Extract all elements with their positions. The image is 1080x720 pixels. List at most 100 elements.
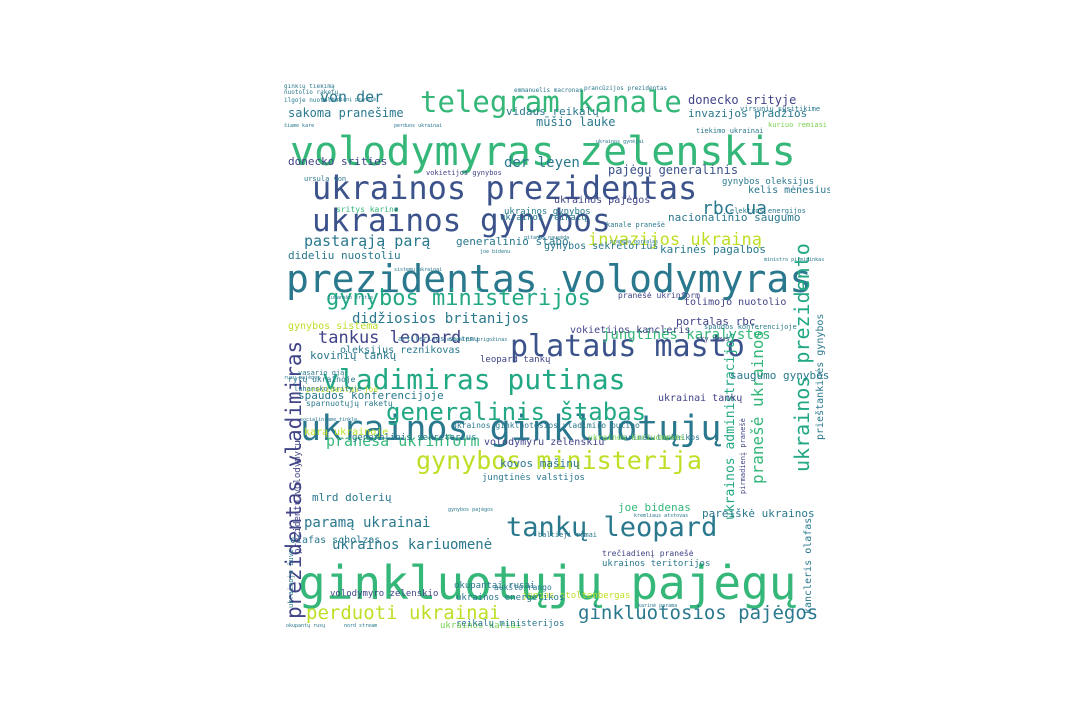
word-auksto-rango: aukšto rango (494, 583, 552, 592)
word-rusu-pajegos: rusų pajėgos (284, 375, 321, 381)
word-pastaraja-para: pastarąją parą (304, 232, 431, 250)
word-joe-bidenas: joe bidenas (618, 501, 691, 514)
word-karines-technikos: karinės technikos (618, 433, 700, 442)
word-ukrainos-gynybos: ukrainos gynybos (312, 203, 611, 239)
word-generalinio-stabo: generalinio štabo (456, 235, 569, 248)
word-vidaus-reikalu: vidaus reikalų (506, 105, 599, 118)
word-telegram-kanale: telegram kanale (420, 85, 682, 119)
word-der-leyen: der leyen (504, 155, 580, 171)
word-pirmadieni-pranese: pirmadienį pranešė (739, 418, 747, 494)
word-invazijos-pradzios: invazijos pradžios (688, 107, 808, 120)
word-kara-ukrainoje: karą ukrainoje (304, 427, 389, 438)
word-gynybos-oleksijus: gynybos oleksijus (722, 177, 815, 187)
word-donecko-srities: donecko srities (288, 155, 388, 168)
word-ukrainos-reikalu: ukrainos reikalų (500, 213, 587, 223)
word-treciadieni-pranese: trečiadienį pranešė (602, 549, 694, 558)
word-elektros-energijos: elektros energijos (730, 207, 806, 215)
word-joe-bidenu: joe bidenu (480, 249, 511, 255)
word-ginklu-tiekima: ginklų tiekimą (284, 84, 335, 90)
word-saugumo-gynybos: saugumo gynybos (730, 369, 830, 382)
word-kremliaus-atstovas: kremliaus atstovas (634, 513, 689, 519)
word-okupantu-rusu: okupantų rusų (286, 623, 326, 629)
word-pranesa-portalas: praneša portalas (610, 239, 659, 245)
word-von-der: von der (320, 88, 384, 106)
word-vladimiras-putinas: vladimiras putinas (322, 363, 626, 396)
word-jevgenijus-prigozinas: jevgenijus prigožinas (444, 337, 508, 343)
word-ukrainai-tanku: ukrainai tankų (658, 393, 743, 404)
word-generalinis-stabas: generalinis štabas (386, 398, 647, 426)
word-ukrainos-kariai: ukrainos kariai (440, 621, 522, 631)
word-ukrainos-ginkluotuju: ukrainos ginkluotųjų (300, 409, 722, 449)
word-perduoti-ukrainai: perduoti ukrainai (306, 602, 501, 624)
word-okupantai-rusai: okupantai rusai (454, 581, 536, 591)
word-kanale-pranese: kanale pranešė (606, 221, 666, 229)
word-siame-kare: šiame kare (284, 123, 315, 129)
word-rbc-ua: rbc ua (702, 198, 768, 219)
word-karine-parama: karinė parama (638, 603, 678, 609)
word-sky-news: sky news (696, 335, 730, 343)
word-gynybos-ministerijos: gynybos ministerijos (326, 286, 591, 311)
word-luhansko-sritis: luhansko sritis (328, 295, 374, 301)
word-dideliu-nuostoliu: dideliu nuostoliu (288, 249, 401, 262)
word-gynybos-ministerija: gynybos ministerija (416, 446, 702, 475)
word-ukrainos-kariuomenes: ukrainos kariuomenės (588, 433, 685, 442)
word-ukrainos-kariuomene: ukrainos kariuomenė (332, 537, 493, 553)
word-donecko-srityje: donecko srityje (688, 93, 797, 107)
word-ukrainos-ginkluotosios-vladimiro-putino: ukrainos ginkluotosios vladimiro putino (452, 421, 640, 430)
word-vokietijos-gynybos: vokietijos gynybos (426, 169, 502, 177)
word-jungtines-valstijos: jungtinės valstijos (482, 473, 585, 483)
word-prezidentas-joe: prezidentas joe (306, 385, 379, 394)
word-prezidentu-volodymyru: prezidentu volodymyru (293, 440, 303, 554)
word-artilerijos-sistemu: artilerijos sistemų (398, 335, 479, 343)
word-vasario-gja: vasario gją (298, 369, 345, 377)
word-spaudos-konferencijoje: spaudos konferencijoje (298, 389, 444, 402)
word-luhansko-srityje: luhansko srityje (294, 385, 362, 393)
word-pirmadieni-pranese: pirmadienį pranešė (322, 97, 377, 103)
word-koviniu-tanku: kovinių tankų (310, 349, 397, 362)
word-prezidentas-volodymyras: prezidentas volodymyras (286, 257, 813, 301)
word-ginkluotuju-pajegu: ginkluotųjų pajėgų (298, 556, 797, 610)
word-tankus-leopard: tankus leopard (318, 328, 462, 348)
word-sakoma-pranesime: sakoma pranešime (288, 106, 404, 120)
word-ukrainos-prezidentas: ukrainos prezidentas (312, 169, 698, 207)
word-vokietijos-kancleris: vokietijos kancleris (570, 325, 691, 336)
word-kovos-masinu: kovos mašinų (500, 457, 580, 470)
word-musio-lauke: mūšio lauke (536, 115, 616, 129)
word-kuriuo-remiasi: kuriuo remiasi (768, 121, 828, 129)
word-ukrainos-teritorijos: ukrainos teritorijos (602, 559, 711, 569)
word-tanku-leopard: tankų leopard (506, 512, 718, 543)
word-cloud: ginkluotųjų pajėgų volodymyras zelenskis p… (284, 84, 830, 630)
word-sistemu-ukrainai: sistemų ukrainai (394, 267, 443, 273)
word-jungtines-karalystes: jungtinės karalystės (602, 327, 771, 343)
word-nord-stream: nord stream (344, 623, 378, 629)
word-pareiske-ukrainos: pareiškė ukrainos (702, 507, 815, 520)
word-jensas-stoltenbergas: jensas stoltenbergas (522, 591, 631, 601)
word-ukrainos-administracijos: ukrainos administracijos (723, 332, 738, 520)
word-tiekimo-ukrainai: tiekimo ukrainai (696, 127, 764, 135)
word-invazijos-ukraina: invazijos ukrainą (588, 230, 762, 250)
word-kelis-menesius: kelis mėnesius (748, 185, 830, 196)
word-priestankines-gynybos: prieštankinės gynybos (815, 313, 826, 440)
word-ginkluotosios-pajegos: ginkluotosios pajėgos (578, 602, 819, 624)
word-emmanuelis-macronas: emmanuelis macronas (514, 87, 583, 94)
word-perduos-ukrainai: perduos ukrainai (394, 123, 443, 129)
word-volodymyro-zelenskio: volodymyro zelenskio (330, 589, 439, 599)
word-pajegu-generalinis: pajėgų generalinis (608, 163, 739, 177)
word-nacionalinio-saugumo: nacionalinio saugumo (668, 211, 801, 224)
word-ministro-pirmininkas: ministro pirmininkas (764, 257, 825, 263)
word-volodymyru-zelenskiu: volodymyru zelenskiu (484, 437, 605, 448)
word-ukrainoje-zuvo: ukrainoje žuvo (287, 548, 295, 608)
word-ukrainos-energetikos: ukrainos energetikos (456, 593, 565, 603)
word-reikalu-ministerijos: reikalų ministerijos (456, 619, 565, 629)
word-gitanas-nauseda: gitanas nausėda (524, 235, 570, 241)
word-pranese-ukrainos: pranešė ukrainos (748, 329, 767, 484)
word-mlrd-doleriu: mlrd dolerių (312, 491, 392, 504)
word-ukrainos-gynybos: ukrainos gynybos (504, 207, 591, 217)
word-pranesa-ukrinform: praneša ukrinform (326, 432, 480, 450)
word-gynybos-pajegos: gynybos pajėgos (448, 507, 494, 513)
word-gynybos-sistema: gynybos sistema (288, 321, 379, 332)
word-ukrainos-pajegos: ukrainos pajėgos (554, 195, 651, 206)
word-ukrainos-gynejai: ukrainos gynėjai (596, 139, 645, 145)
word-spaudos-konferencijoje: spaudos konferencijoje (704, 323, 797, 331)
word-rytu-ukrainoje: rytų ukrainoje (288, 375, 356, 384)
